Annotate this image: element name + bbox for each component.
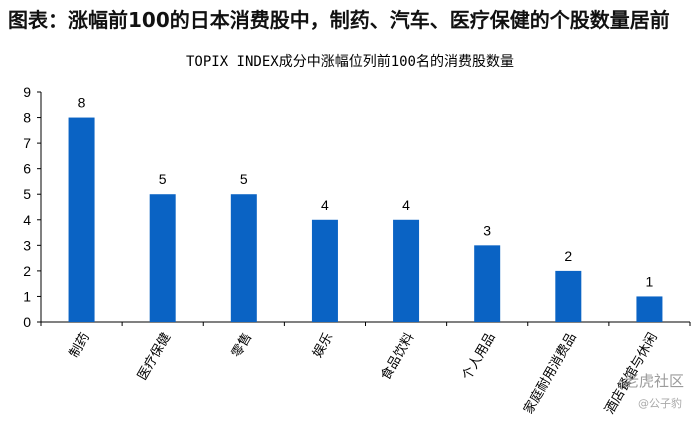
watermark-text: 老虎社区 — [623, 372, 684, 390]
x-category-label: 食品饮料 — [378, 330, 418, 383]
page-heading: 图表：涨幅前100的日本消费股中，制药、汽车、医疗保健的个股数量居前 — [8, 8, 670, 32]
bar-value-label: 4 — [402, 197, 410, 213]
bar-value-label: 4 — [321, 197, 329, 213]
y-tick-label: 4 — [23, 212, 31, 228]
y-tick-label: 3 — [23, 237, 31, 253]
y-tick-label: 0 — [23, 314, 31, 330]
bar-value-label: 8 — [78, 95, 86, 111]
y-tick-label: 8 — [23, 110, 31, 126]
bar-value-label: 5 — [159, 171, 167, 187]
y-tick-label: 2 — [23, 263, 31, 279]
watermark-subtext: @公子豹 — [638, 397, 682, 410]
bar-value-label: 1 — [646, 273, 654, 289]
x-category-label: 娱乐 — [310, 331, 336, 361]
x-category-label: 制药 — [67, 331, 93, 361]
x-category-label: 医疗保健 — [135, 331, 174, 384]
bar — [311, 219, 338, 322]
bar — [230, 194, 257, 322]
y-tick-label: 9 — [23, 84, 31, 100]
bar — [393, 219, 420, 322]
bar-value-label: 2 — [564, 248, 572, 264]
y-tick-label: 5 — [23, 186, 31, 202]
x-category-label: 家庭耐用消费品 — [520, 330, 579, 417]
chart-bars — [68, 117, 663, 322]
y-tick-label: 1 — [23, 288, 31, 304]
bar — [149, 194, 176, 322]
bar — [555, 270, 582, 322]
y-tick-label: 6 — [23, 161, 31, 177]
y-tick-label: 7 — [23, 135, 31, 151]
bar — [68, 117, 95, 322]
chart-axes: 0 1 2 3 4 5 6 7 8 9 — [23, 84, 691, 330]
x-category-label: 个人用品 — [460, 331, 499, 384]
x-category-label: 零售 — [228, 330, 255, 361]
chart-title: TOPIX INDEX成分中涨幅位列前100名的消费股数量 — [186, 53, 514, 70]
bar — [636, 296, 663, 322]
bar — [474, 245, 501, 322]
bar-value-label: 3 — [483, 222, 491, 238]
bar-value-label: 5 — [240, 171, 248, 187]
